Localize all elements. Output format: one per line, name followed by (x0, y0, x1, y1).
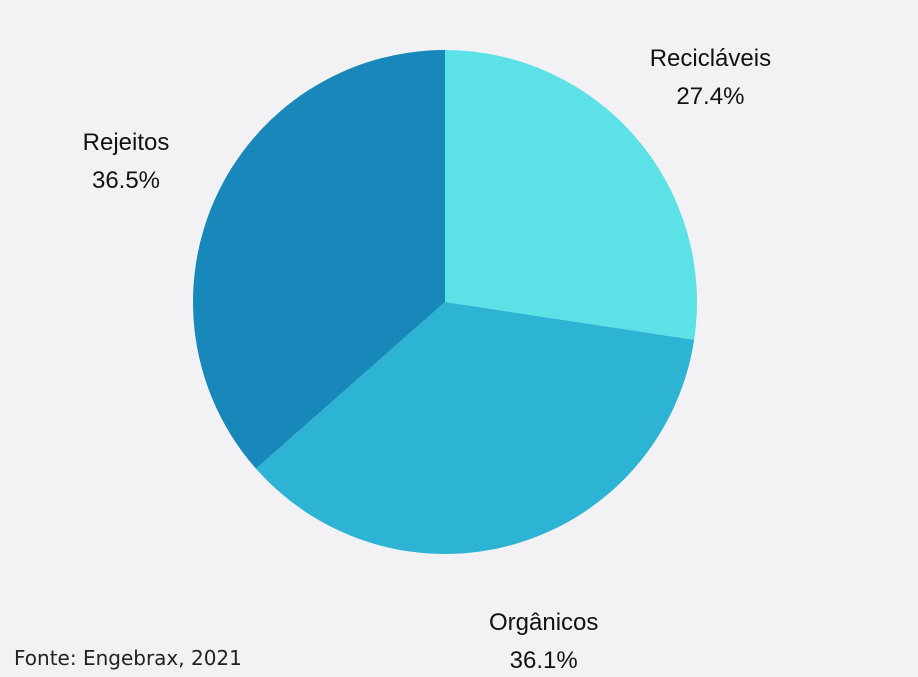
slice-value-label: 27.4% (676, 83, 744, 110)
slice-value-label: 36.5% (92, 167, 160, 194)
pie-slice-2 (192, 50, 445, 469)
pie-slice-0 (445, 49, 698, 340)
slice-category-label: Recicláveis (650, 45, 771, 72)
slice-category-label: Rejeitos (83, 129, 170, 156)
slice-category-label: Orgânicos (489, 609, 598, 636)
slice-value-label: 36.1% (510, 647, 578, 674)
pie-slice-1 (255, 302, 695, 555)
source-note: Fonte: Engebrax, 2021 (14, 646, 242, 670)
